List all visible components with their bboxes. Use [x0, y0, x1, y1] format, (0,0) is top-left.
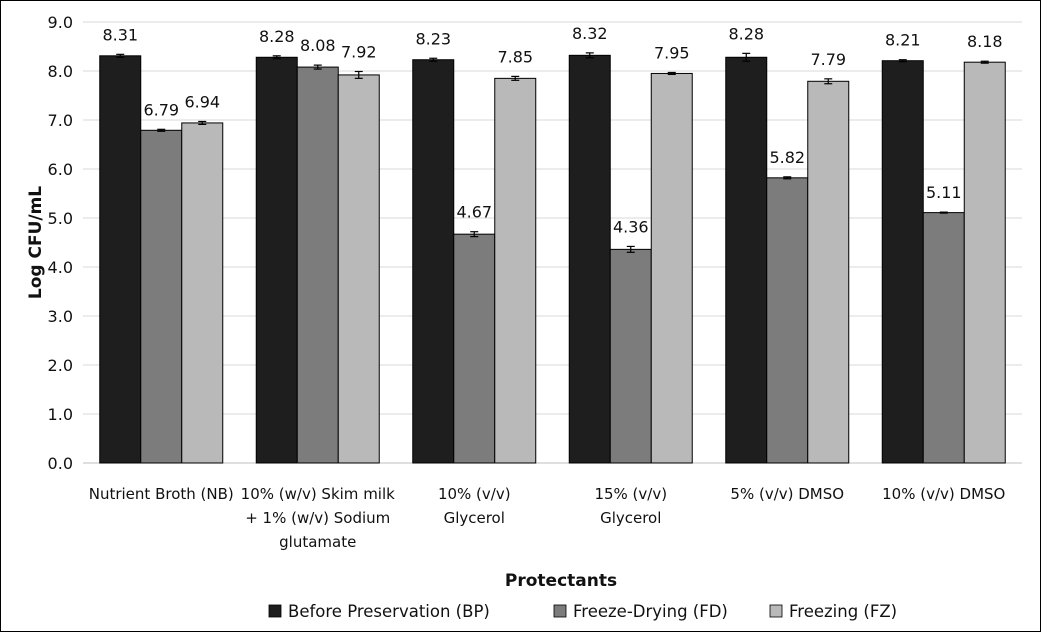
data-label: 7.95: [654, 43, 690, 62]
data-label: 8.23: [415, 29, 451, 48]
bar: [255, 56, 298, 464]
legend-label: Before Preservation (BP): [288, 602, 490, 621]
y-axis-title: Log CFU/mL: [26, 186, 46, 299]
bar: [807, 80, 850, 464]
data-label: 8.21: [885, 31, 921, 50]
bar: [412, 59, 455, 464]
bar: [494, 77, 537, 464]
x-category-label: 5% (v/v) DMSO: [730, 485, 844, 503]
x-category-label-line: 15% (v/v): [594, 485, 667, 503]
legend-label: Freeze-Drying (FD): [573, 602, 728, 621]
bar: [963, 61, 1006, 464]
x-category-label-line: 10% (v/v): [438, 485, 511, 503]
x-category-label-line: 10% (v/v) DMSO: [882, 485, 1005, 503]
data-label: 7.79: [810, 50, 846, 69]
bar: [568, 54, 611, 464]
data-label: 5.11: [926, 183, 962, 202]
legend-swatch: [769, 604, 783, 618]
y-tick-label: 6.0: [48, 160, 73, 179]
x-category-label: 10% (v/v) DMSO: [882, 485, 1005, 503]
bar: [181, 122, 224, 464]
bar: [140, 129, 183, 464]
bar: [922, 212, 965, 464]
data-label: 8.08: [300, 36, 336, 55]
y-tick-label: 2.0: [48, 356, 73, 375]
legend-swatch: [268, 604, 282, 618]
x-category-label: 10% (v/v) Glycerol: [438, 485, 511, 527]
bar: [337, 74, 380, 464]
x-category-label-line: Glycerol: [444, 509, 505, 527]
data-label: 6.79: [143, 100, 179, 119]
x-category-label: 15% (v/v) Glycerol: [594, 485, 667, 527]
x-category-label-line: 5% (v/v) DMSO: [730, 485, 844, 503]
bar: [296, 66, 339, 464]
bar: [650, 72, 693, 464]
y-tick-label: 8.0: [48, 62, 73, 81]
bar: [453, 233, 496, 464]
bar: [881, 60, 924, 464]
x-category-label-line: 10% (w/v) Skim milk: [241, 485, 395, 503]
y-tick-label: 3.0: [48, 307, 73, 326]
y-tick-label: 9.0: [48, 13, 73, 32]
x-category-label-line: Nutrient Broth (NB): [89, 485, 234, 503]
data-label: 8.18: [967, 32, 1003, 51]
data-label: 8.28: [259, 27, 295, 46]
data-label: 8.32: [572, 24, 608, 43]
data-label: 6.94: [184, 92, 220, 111]
x-axis-title: Protectants: [505, 571, 617, 591]
data-label: 7.92: [341, 42, 377, 61]
y-tick-label: 0.0: [48, 454, 73, 473]
data-label: 7.85: [497, 47, 533, 66]
x-category-label: Nutrient Broth (NB): [89, 485, 234, 503]
x-category-label: 10% (w/v) Skim milk + 1% (w/v) Sodium glut…: [241, 485, 395, 551]
data-label: 8.28: [728, 24, 764, 43]
bar: [99, 55, 142, 464]
data-label: 8.31: [102, 25, 138, 44]
x-category-label-line: + 1% (w/v) Sodium: [245, 509, 390, 527]
data-label: 4.36: [613, 217, 649, 236]
data-label: 5.82: [769, 148, 805, 167]
x-category-label-line: glutamate: [279, 533, 356, 551]
legend-swatch: [553, 604, 567, 618]
y-tick-label: 4.0: [48, 258, 73, 277]
data-label: 4.67: [456, 203, 492, 222]
x-category-label-line: Glycerol: [600, 509, 661, 527]
y-tick-label: 1.0: [48, 405, 73, 424]
y-tick-label: 7.0: [48, 111, 73, 130]
y-tick-label: 5.0: [48, 209, 73, 228]
legend-label: Freezing (FZ): [789, 602, 897, 621]
bar: [766, 177, 809, 464]
bar: [725, 56, 768, 464]
bar: [609, 248, 652, 464]
